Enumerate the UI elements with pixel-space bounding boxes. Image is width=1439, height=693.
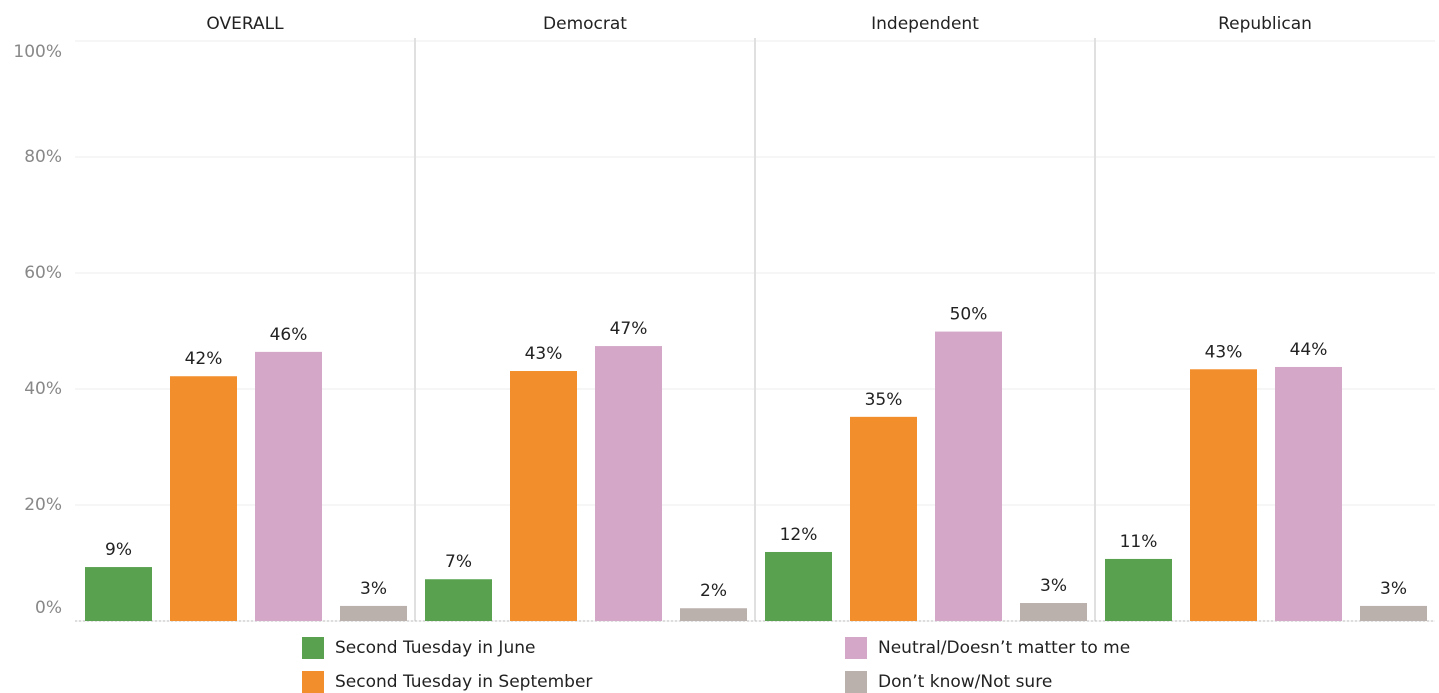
bar <box>255 351 322 621</box>
y-tick-label: 0% <box>35 598 62 618</box>
legend-swatch <box>845 671 867 693</box>
bar <box>510 371 577 621</box>
bar <box>1275 366 1342 621</box>
bar <box>85 567 152 621</box>
panel-title: OVERALL <box>206 14 284 34</box>
bar <box>425 579 492 621</box>
value-label: 11% <box>1120 532 1158 552</box>
y-tick-label: 60% <box>24 263 62 283</box>
value-label: 43% <box>1205 342 1243 362</box>
value-label: 42% <box>185 349 223 369</box>
bar <box>850 416 917 621</box>
legend-swatch <box>302 637 324 659</box>
y-tick-label: 80% <box>24 147 62 167</box>
value-label: 9% <box>105 540 132 560</box>
y-tick-label: 40% <box>24 379 62 399</box>
legend-label: Second Tuesday in September <box>335 672 592 692</box>
panel-title: Republican <box>1218 14 1312 34</box>
bar <box>680 608 747 621</box>
legend-swatch <box>845 637 867 659</box>
value-label: 3% <box>1040 576 1067 596</box>
value-label: 43% <box>525 344 563 364</box>
value-label: 50% <box>950 305 988 325</box>
legend-label: Neutral/Doesn’t matter to me <box>878 638 1130 658</box>
panel-title: Independent <box>871 14 979 34</box>
bar <box>170 376 237 621</box>
legend-label: Don’t know/Not sure <box>878 672 1052 692</box>
y-tick-label: 100% <box>13 42 62 62</box>
value-label: 46% <box>270 325 308 345</box>
legend-swatch <box>302 671 324 693</box>
bar <box>1105 558 1172 621</box>
bar <box>935 331 1002 621</box>
value-label: 35% <box>865 390 903 410</box>
bar <box>340 605 407 621</box>
value-label: 12% <box>780 525 818 545</box>
legend-label: Second Tuesday in June <box>335 638 535 658</box>
value-label: 44% <box>1290 340 1328 360</box>
value-label: 2% <box>700 581 727 601</box>
bar <box>1190 369 1257 621</box>
bar <box>1360 605 1427 621</box>
y-tick-label: 20% <box>24 495 62 515</box>
panel-title: Democrat <box>543 14 627 34</box>
bar <box>595 346 662 621</box>
value-label: 47% <box>610 319 648 339</box>
value-label: 3% <box>1380 579 1407 599</box>
value-label: 7% <box>445 552 472 572</box>
bar <box>1020 603 1087 621</box>
bar <box>765 551 832 621</box>
value-label: 3% <box>360 579 387 599</box>
